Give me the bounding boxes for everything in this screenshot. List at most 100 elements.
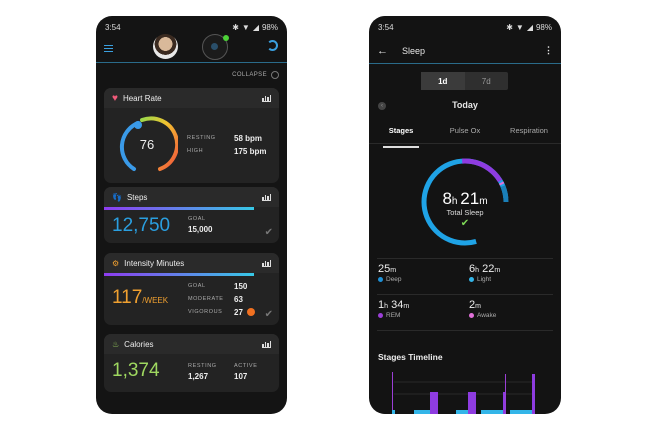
wifi-icon: ▼ [241, 22, 250, 32]
period-selector: 1d 7d [421, 72, 508, 90]
intensity-number: 117 [112, 287, 143, 308]
intensity-icon: ⚙ [112, 258, 120, 268]
goal-value: 150 [234, 282, 248, 291]
intensity-unit: /WEEK [142, 296, 169, 305]
sync-icon[interactable] [267, 40, 278, 51]
resting-value: 58 bpm [234, 134, 263, 143]
intensity-value: 117/WEEK [112, 287, 168, 309]
chart-icon[interactable] [262, 94, 271, 102]
chart-icon[interactable] [262, 193, 271, 201]
wifi-icon: ▼ [515, 22, 524, 32]
card-title: Steps [126, 192, 148, 202]
steps-progress-bar [104, 207, 254, 210]
segment-1d[interactable]: 1d [421, 72, 465, 90]
total-sleep-value: 8h 21m [442, 189, 488, 208]
active-label: ACTIVE [234, 363, 258, 369]
total-sleep-ring [421, 158, 509, 246]
timeline-title: Stages Timeline [378, 352, 443, 362]
stage-label: Light [477, 276, 492, 283]
goal-value: 15,000 [188, 225, 213, 234]
garmin-my-day-screen: 3:54 ✱ ▼ ◢ 98% COLLAPSE ♥ Heart Rate 76 REST… [96, 16, 287, 414]
segment-7d[interactable]: 7d [481, 76, 491, 86]
total-sleep-label: Total Sleep [446, 208, 484, 217]
steps-card[interactable]: 👣 Steps 12,750 GOAL 15,000 ✔ [104, 187, 279, 243]
card-title: Intensity Minutes [124, 258, 185, 268]
tab-respiration[interactable]: Respiration [510, 126, 548, 135]
stage-unit: h [384, 303, 389, 310]
status-bar: 3:54 ✱ ▼ ◢ 98% [369, 16, 561, 38]
rem-dot-icon [378, 313, 383, 318]
avatar[interactable] [153, 34, 178, 59]
deep-dot-icon [378, 277, 383, 282]
heart-rate-card[interactable]: ♥ Heart Rate 76 RESTING 58 bpm HIGH 175 b… [104, 88, 279, 183]
battery-percent: 98% [535, 22, 552, 32]
resting-value: 1,267 [188, 372, 209, 381]
tab-stages[interactable]: Stages [369, 126, 433, 148]
status-time: 3:54 [105, 22, 121, 32]
heart-icon: ♥ [112, 92, 118, 104]
connected-indicator [223, 35, 229, 41]
status-bar: 3:54 ✱ ▼ ◢ 98% [96, 16, 287, 38]
stage-unit: m [390, 267, 397, 274]
more-options-icon[interactable]: ⋮ [544, 45, 553, 55]
check-icon: ✔ [264, 227, 273, 238]
collapse-label: COLLAPSE [232, 72, 267, 78]
stage-unit: h [475, 267, 480, 274]
goal-label: GOAL [188, 283, 206, 289]
card-title: Heart Rate [122, 93, 162, 103]
stage-value-2: 22 [482, 263, 495, 275]
heart-rate-value: 76 [139, 137, 155, 152]
stage-unit-2: m [494, 267, 501, 274]
previous-day-button[interactable]: ‹ [378, 102, 386, 110]
moderate-label: MODERATE [188, 296, 224, 302]
stage-value: 2 [469, 299, 476, 311]
divider [377, 330, 553, 331]
collapse-button[interactable]: COLLAPSE [232, 71, 279, 79]
chart-icon[interactable] [262, 340, 271, 348]
stages-timeline-chart [392, 372, 535, 414]
battery-percent: 98% [261, 22, 278, 32]
bluetooth-icon: ✱ [232, 22, 239, 32]
sleep-screen: 3:54 ✱ ▼ ◢ 98% ← Sleep ⋮ 1d 7d ‹ Today Stag… [369, 16, 561, 414]
tab-pulse-ox[interactable]: Pulse Ox [449, 126, 481, 135]
sleep-tabs: Stages Pulse Ox Respiration [369, 126, 561, 148]
goal-label: GOAL [188, 216, 206, 222]
stage-label: Awake [477, 312, 497, 319]
back-arrow-icon[interactable]: ← [377, 44, 388, 57]
signal-icon: ◢ [526, 22, 533, 32]
stage-rem: 1h 34m REM [378, 299, 409, 319]
resting-label: RESTING [187, 135, 216, 141]
chart-icon[interactable] [262, 259, 271, 267]
stage-deep: 25m Deep [378, 263, 402, 283]
app-bar: ← Sleep ⋮ [369, 38, 561, 64]
calories-value: 1,374 [112, 360, 160, 381]
total-minutes: 21 [460, 189, 480, 208]
intensity-progress-bar [104, 273, 254, 276]
stage-label: Deep [386, 276, 402, 283]
collapse-icon [271, 71, 279, 79]
moderate-value: 63 [234, 295, 243, 304]
vigorous-label: VIGOROUS [188, 309, 223, 315]
signal-icon: ◢ [252, 22, 259, 32]
intensity-minutes-card[interactable]: ⚙ Intensity Minutes 117/WEEK GOAL 150 MOD… [104, 253, 279, 325]
check-icon: ✔ [264, 309, 273, 320]
status-time: 3:54 [378, 22, 394, 32]
divider [377, 294, 553, 295]
light-dot-icon [469, 277, 474, 282]
date-label: Today [452, 100, 478, 110]
calories-card[interactable]: ♨ Calories 1,374 RESTING 1,267 ACTIVE 107 [104, 334, 279, 392]
card-title: Calories [124, 339, 154, 349]
vigorous-value: 27 [234, 308, 243, 317]
high-value: 175 bpm [234, 147, 267, 156]
resting-label: RESTING [188, 363, 217, 369]
stage-label: REM [386, 312, 401, 319]
awake-dot-icon [469, 313, 474, 318]
stage-unit-2: m [403, 303, 410, 310]
flame-icon: ♨ [112, 339, 120, 349]
menu-icon[interactable] [104, 45, 113, 52]
stage-value-2: 34 [391, 299, 404, 311]
vigorous-badge-icon [247, 308, 255, 316]
stage-light: 6h 22m Light [469, 263, 500, 283]
stage-value: 25 [378, 263, 391, 275]
top-bar [96, 34, 287, 63]
